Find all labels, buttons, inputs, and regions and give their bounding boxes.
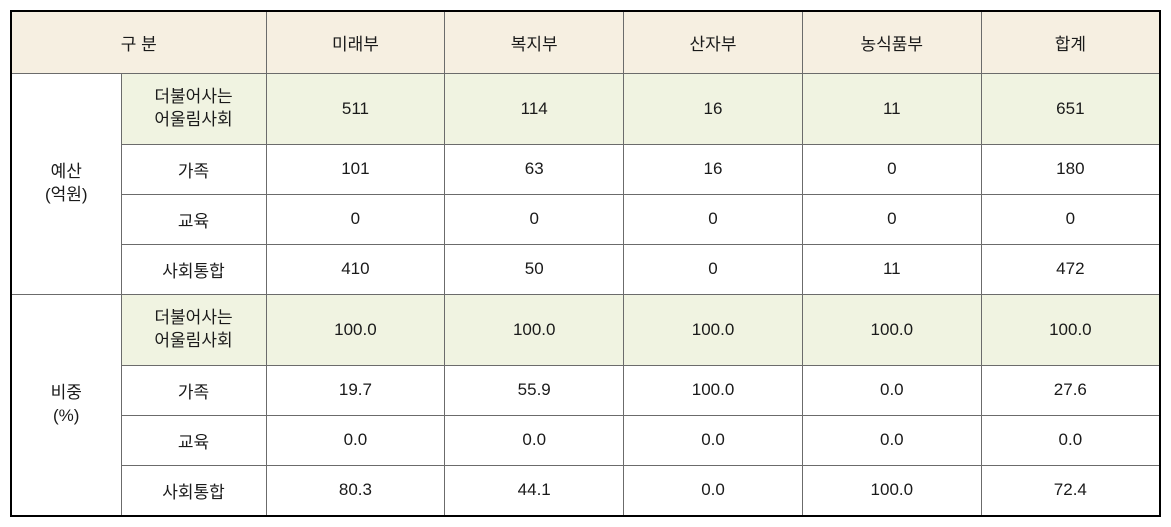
header-col-3: 농식품부	[802, 11, 981, 74]
row-label: 더불어사는 어울림사회	[121, 74, 266, 145]
cell: 0.0	[624, 465, 803, 516]
cell: 80.3	[266, 465, 445, 516]
cell: 0	[624, 244, 803, 294]
cell: 101	[266, 144, 445, 194]
cell: 651	[981, 74, 1160, 145]
header-col-0: 미래부	[266, 11, 445, 74]
table-row: 사회통합 410 50 0 11 472	[11, 244, 1160, 294]
row-label: 교육	[121, 415, 266, 465]
cell: 0	[624, 194, 803, 244]
row-label-line1: 더불어사는	[154, 308, 232, 327]
budget-table-container: 구 분 미래부 복지부 산자부 농식품부 합계 예산 (억원) 더불어사는 어울…	[10, 10, 1161, 517]
table-row: 가족 19.7 55.9 100.0 0.0 27.6	[11, 365, 1160, 415]
row-label: 사회통합	[121, 244, 266, 294]
cell: 27.6	[981, 365, 1160, 415]
cell: 100.0	[624, 294, 803, 365]
cell: 44.1	[445, 465, 624, 516]
row-label: 교육	[121, 194, 266, 244]
group-label-line2: (억원)	[45, 185, 88, 204]
group-label-budget: 예산 (억원)	[11, 74, 121, 295]
cell: 0.0	[445, 415, 624, 465]
table-row: 교육 0.0 0.0 0.0 0.0 0.0	[11, 415, 1160, 465]
row-label: 가족	[121, 144, 266, 194]
cell: 19.7	[266, 365, 445, 415]
cell: 0.0	[802, 365, 981, 415]
cell: 63	[445, 144, 624, 194]
cell: 72.4	[981, 465, 1160, 516]
row-label-line1: 더불어사는	[154, 87, 232, 106]
row-label: 가족	[121, 365, 266, 415]
cell: 0	[445, 194, 624, 244]
cell: 180	[981, 144, 1160, 194]
cell: 0	[981, 194, 1160, 244]
cell: 50	[445, 244, 624, 294]
table-header-row: 구 분 미래부 복지부 산자부 농식품부 합계	[11, 11, 1160, 74]
header-col-2: 산자부	[624, 11, 803, 74]
cell: 0	[266, 194, 445, 244]
cell: 472	[981, 244, 1160, 294]
row-label-line2: 어울림사회	[154, 110, 232, 129]
cell: 0.0	[266, 415, 445, 465]
table-row: 가족 101 63 16 0 180	[11, 144, 1160, 194]
cell: 16	[624, 144, 803, 194]
row-label-line2: 어울림사회	[154, 331, 232, 350]
cell: 0.0	[802, 415, 981, 465]
cell: 0.0	[981, 415, 1160, 465]
cell: 100.0	[802, 465, 981, 516]
table-row: 비중 (%) 더불어사는 어울림사회 100.0 100.0 100.0 100…	[11, 294, 1160, 365]
cell: 16	[624, 74, 803, 145]
group-label-line1: 예산	[51, 162, 82, 181]
header-col-1: 복지부	[445, 11, 624, 74]
cell: 0	[802, 144, 981, 194]
cell: 100.0	[445, 294, 624, 365]
group-label-line2: (%)	[53, 406, 79, 425]
cell: 100.0	[624, 365, 803, 415]
table-row: 사회통합 80.3 44.1 0.0 100.0 72.4	[11, 465, 1160, 516]
cell: 0.0	[624, 415, 803, 465]
group-label-line1: 비중	[51, 383, 82, 402]
cell: 511	[266, 74, 445, 145]
cell: 11	[802, 244, 981, 294]
cell: 11	[802, 74, 981, 145]
cell: 100.0	[981, 294, 1160, 365]
header-category: 구 분	[11, 11, 266, 74]
cell: 55.9	[445, 365, 624, 415]
header-col-4: 합계	[981, 11, 1160, 74]
row-label: 사회통합	[121, 465, 266, 516]
table-row: 교육 0 0 0 0 0	[11, 194, 1160, 244]
table-row: 예산 (억원) 더불어사는 어울림사회 511 114 16 11 651	[11, 74, 1160, 145]
cell: 114	[445, 74, 624, 145]
cell: 100.0	[802, 294, 981, 365]
cell: 410	[266, 244, 445, 294]
budget-table: 구 분 미래부 복지부 산자부 농식품부 합계 예산 (억원) 더불어사는 어울…	[10, 10, 1161, 517]
row-label: 더불어사는 어울림사회	[121, 294, 266, 365]
group-label-ratio: 비중 (%)	[11, 294, 121, 515]
cell: 0	[802, 194, 981, 244]
cell: 100.0	[266, 294, 445, 365]
